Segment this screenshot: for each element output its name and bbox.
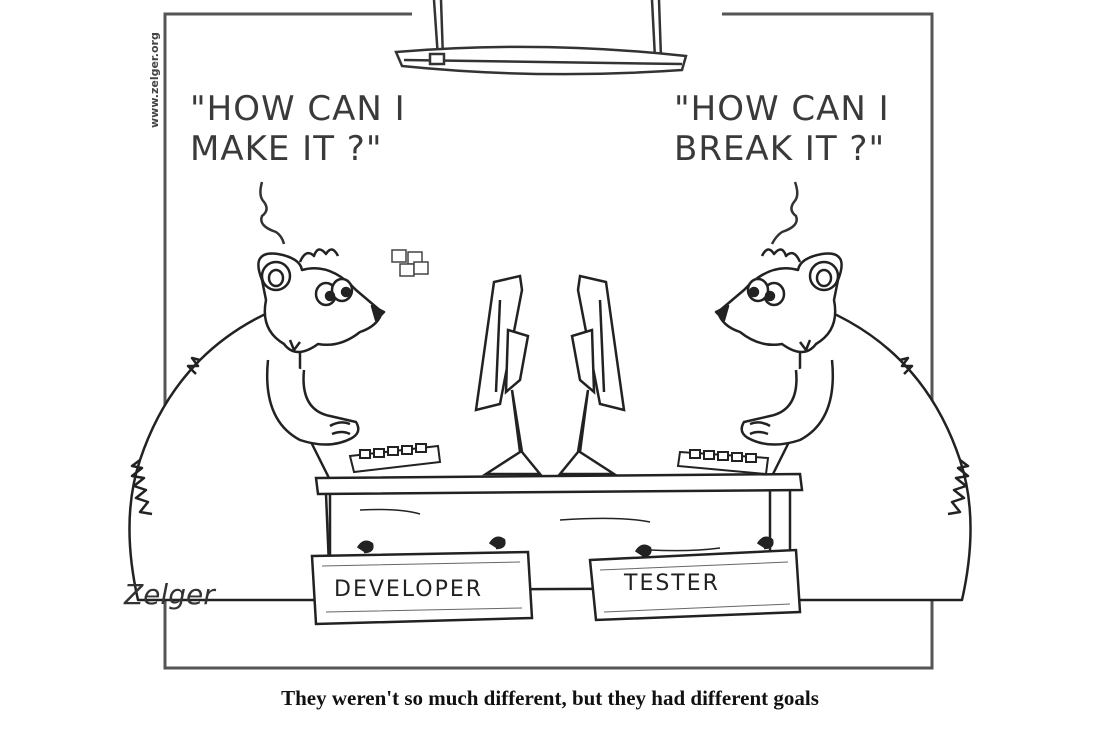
developer-creature <box>128 248 386 602</box>
tester-creature <box>714 248 972 602</box>
hanging-lamp <box>394 0 688 76</box>
tester-label: TESTER <box>623 571 720 596</box>
developer-thought: "HOW CAN I MAKE IT ?" <box>190 89 406 245</box>
developer-speech-line-1: "HOW CAN I <box>190 89 406 129</box>
tester-thought: "HOW CAN I BREAK IT ?" <box>674 89 890 245</box>
developer-monitor-icon <box>474 274 543 476</box>
developer-speech-line-2: MAKE IT ?" <box>190 129 382 169</box>
website-text: www.zelger.org <box>148 32 161 128</box>
desk <box>314 472 804 592</box>
wall-note-icon <box>391 249 429 277</box>
tester-monitor-icon <box>557 274 626 476</box>
tester-keyboard-icon <box>676 449 770 476</box>
tester-sign: TESTER <box>588 536 802 622</box>
tester-speech-line-1: "HOW CAN I <box>674 89 890 129</box>
developer-keyboard-icon <box>348 443 442 474</box>
developer-sign: DEVELOPER <box>310 536 534 626</box>
room-frame <box>163 12 934 670</box>
tester-speech-line-2: BREAK IT ?" <box>674 129 885 169</box>
signature-text: Zelger <box>123 578 216 611</box>
developer-label: DEVELOPER <box>334 577 483 602</box>
caption: They weren't so much different, but they… <box>281 686 819 710</box>
